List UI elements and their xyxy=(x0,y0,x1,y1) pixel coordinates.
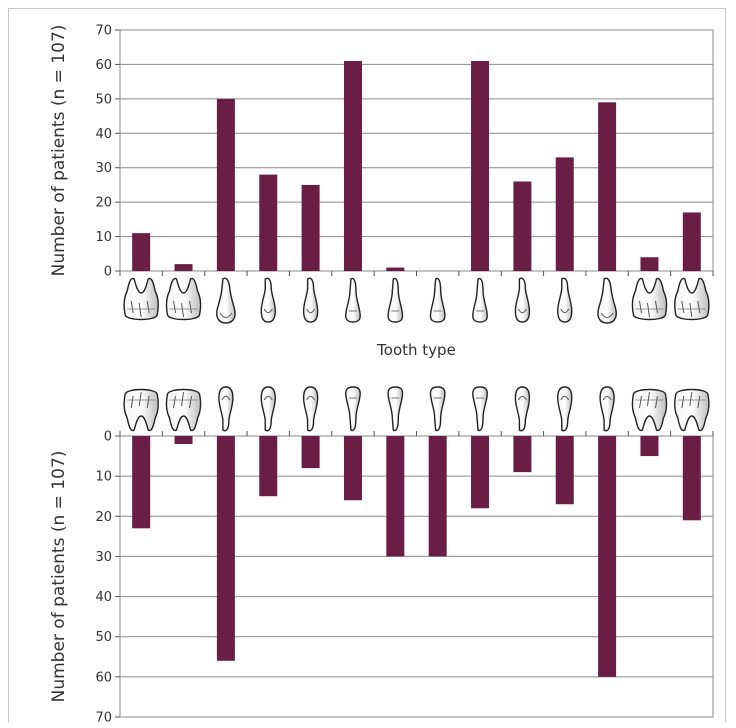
bar xyxy=(174,264,193,271)
tooth-icon-premolar xyxy=(514,277,531,323)
bar xyxy=(640,436,659,457)
bar xyxy=(640,257,659,271)
tooth-icon-premolar xyxy=(557,386,573,432)
tooth-icon-molar xyxy=(123,277,159,321)
y-axis-title: Number of patients (n = 107) xyxy=(49,25,69,277)
bar xyxy=(132,436,151,529)
bar xyxy=(555,157,574,271)
tooth-icon-incisor xyxy=(345,386,361,432)
y-axis-title: Number of patients (n = 107) xyxy=(49,451,69,703)
bar xyxy=(301,436,320,469)
bar xyxy=(513,181,532,271)
bar xyxy=(386,267,405,271)
y-tick-label: 40 xyxy=(95,127,112,142)
bar xyxy=(682,212,701,271)
upper-teeth-chart: 0 10 20 30 40 50 60 70 Number of patients (n = 1… xyxy=(49,24,714,359)
y-tick-label: 30 xyxy=(95,550,112,565)
tooth-icon-molar xyxy=(631,388,668,432)
tooth-icon-incisor xyxy=(472,386,488,432)
tooth-icon-molar xyxy=(165,277,202,321)
bar xyxy=(343,436,362,501)
bar xyxy=(259,174,278,271)
tooth-icon-molar xyxy=(165,388,202,432)
y-tick-label: 10 xyxy=(95,470,112,485)
tooth-icon-incisor xyxy=(387,277,404,323)
tooth-icon-incisor xyxy=(429,386,446,432)
y-tick-label: 20 xyxy=(95,196,112,211)
tooth-icon-premolar xyxy=(599,386,615,432)
bar xyxy=(598,436,617,677)
tooth-icon-premolar xyxy=(302,277,319,323)
y-tick-label: 40 xyxy=(95,590,112,605)
bar xyxy=(259,436,278,497)
bar xyxy=(216,98,235,271)
tooth-icon-premolar xyxy=(260,386,276,432)
bar xyxy=(513,436,532,473)
y-tick-label: 20 xyxy=(95,510,112,525)
y-tick-label: 0 xyxy=(104,430,112,445)
y-tick-label: 50 xyxy=(95,92,112,107)
tooth-icon-incisor xyxy=(429,277,446,323)
bar xyxy=(216,436,235,661)
y-tick-label: 50 xyxy=(95,630,112,645)
bar xyxy=(301,184,320,271)
tooth-icon-premolar xyxy=(218,386,234,432)
bar xyxy=(428,436,447,557)
bar xyxy=(174,436,193,445)
y-tick-label: 70 xyxy=(95,24,112,39)
tooth-icon-incisor xyxy=(387,386,404,432)
tooth-icon-molar xyxy=(674,277,710,321)
tooth-icon-incisor xyxy=(345,277,361,323)
y-tick-label: 70 xyxy=(95,711,112,725)
figure-border xyxy=(8,8,726,722)
tooth-icon-molar xyxy=(674,388,710,432)
tooth-icon-premolar xyxy=(260,277,276,323)
bar xyxy=(471,436,490,509)
y-tick-label: 0 xyxy=(104,265,112,280)
bar xyxy=(598,102,617,271)
bar xyxy=(386,436,405,557)
bar xyxy=(682,436,701,521)
y-tick-label: 30 xyxy=(95,161,112,176)
tooth-icon-canine xyxy=(597,277,617,324)
tooth-icon-molar xyxy=(123,388,159,432)
tooth-icon-molar xyxy=(631,277,668,321)
y-tick-label: 60 xyxy=(95,58,112,73)
x-axis-title: Tooth type xyxy=(376,341,456,359)
bar xyxy=(343,60,362,271)
y-tick-label: 10 xyxy=(95,230,112,245)
lower-teeth-chart: 0 10 20 30 40 50 60 70 Number of patients (n = 1… xyxy=(49,386,714,726)
tooth-icon-premolar xyxy=(557,277,573,323)
tooth-icon-incisor xyxy=(472,277,488,323)
tooth-icon-premolar xyxy=(514,386,531,432)
bar xyxy=(555,436,574,505)
bar xyxy=(132,233,151,271)
y-tick-label: 60 xyxy=(95,670,112,685)
tooth-icon-canine xyxy=(216,277,236,324)
bar xyxy=(471,60,490,271)
tooth-icon-premolar xyxy=(302,386,319,432)
